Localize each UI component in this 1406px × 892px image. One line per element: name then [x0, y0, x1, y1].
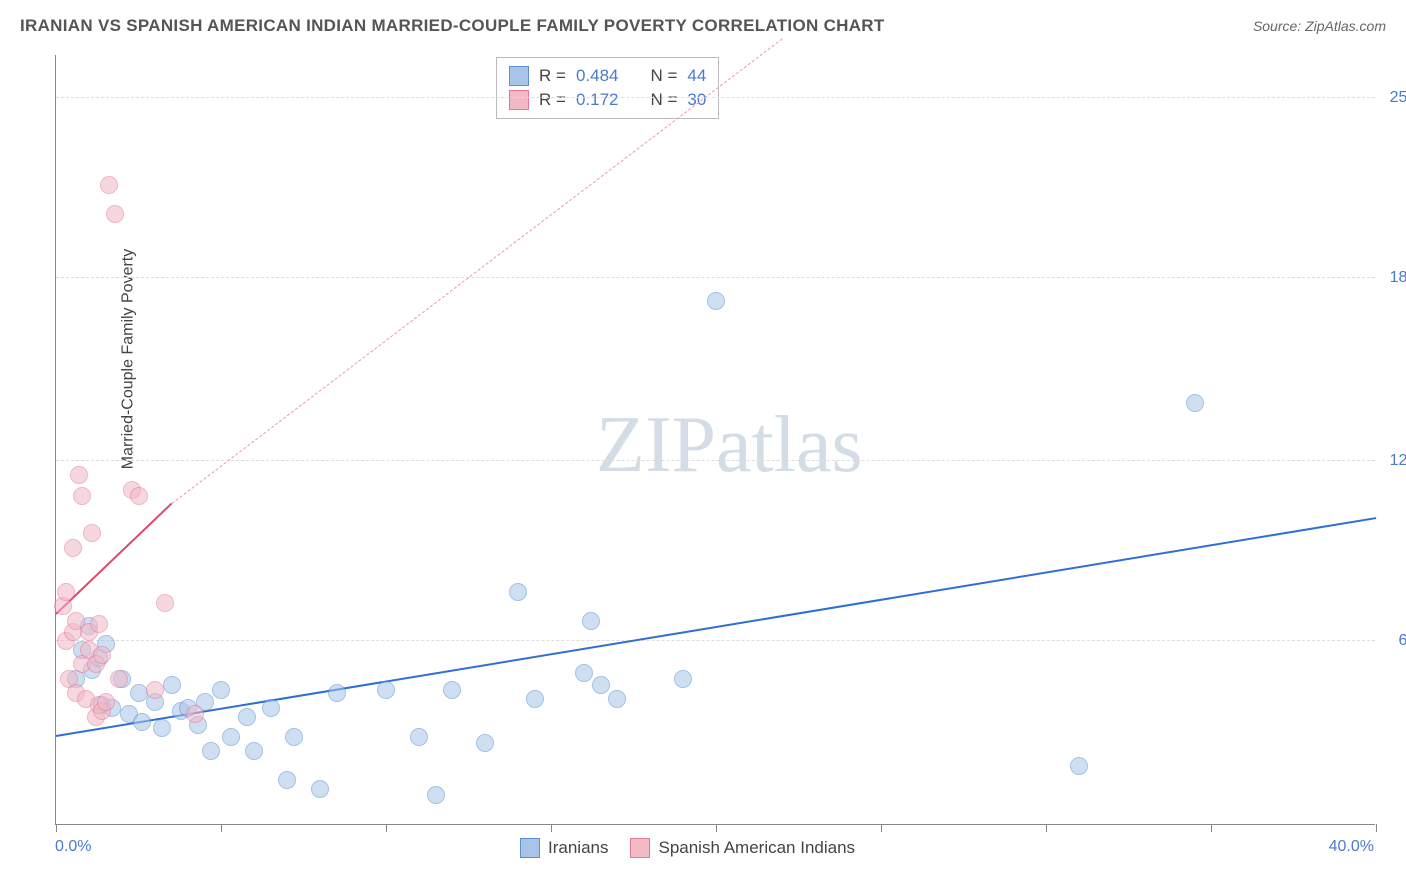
- data-point: [97, 693, 115, 711]
- data-point: [156, 594, 174, 612]
- legend-swatch: [509, 66, 529, 86]
- x-tick: [1046, 824, 1047, 832]
- data-point: [262, 699, 280, 717]
- data-point: [592, 676, 610, 694]
- x-tick: [56, 824, 57, 832]
- data-point: [212, 681, 230, 699]
- x-tick: [386, 824, 387, 832]
- y-tick-label: 6.3%: [1399, 632, 1406, 650]
- stat-r-value: 0.172: [576, 90, 619, 110]
- x-tick: [551, 824, 552, 832]
- x-tick: [716, 824, 717, 832]
- y-tick-label: 25.0%: [1390, 89, 1406, 107]
- data-point: [110, 670, 128, 688]
- data-point: [1070, 757, 1088, 775]
- data-point: [707, 292, 725, 310]
- trend-line: [171, 39, 782, 505]
- data-point: [1186, 394, 1204, 412]
- data-point: [186, 705, 204, 723]
- stat-r-value: 0.484: [576, 66, 619, 86]
- stat-n-prefix: N =: [650, 66, 677, 86]
- gridline: [56, 97, 1375, 98]
- source-attribution: Source: ZipAtlas.com: [1253, 18, 1386, 34]
- data-point: [73, 487, 91, 505]
- data-point: [64, 539, 82, 557]
- data-point: [100, 176, 118, 194]
- data-point: [153, 719, 171, 737]
- data-point: [311, 780, 329, 798]
- x-tick: [1376, 824, 1377, 832]
- data-point: [90, 615, 108, 633]
- watermark: ZIPatlas: [596, 400, 863, 491]
- y-tick-label: 12.5%: [1390, 452, 1406, 470]
- data-point: [608, 690, 626, 708]
- stats-legend: R =0.484N =44R =0.172N =30: [496, 57, 719, 119]
- stat-r-prefix: R =: [539, 66, 566, 86]
- stats-legend-row: R =0.172N =30: [509, 88, 706, 112]
- data-point: [106, 205, 124, 223]
- data-point: [285, 728, 303, 746]
- gridline: [56, 640, 1375, 641]
- data-point: [130, 487, 148, 505]
- data-point: [57, 583, 75, 601]
- data-point: [245, 742, 263, 760]
- legend-label: Iranians: [548, 838, 608, 858]
- gridline: [56, 277, 1375, 278]
- y-tick-label: 18.8%: [1390, 269, 1406, 287]
- x-axis-start-label: 0.0%: [55, 838, 91, 856]
- data-point: [509, 583, 527, 601]
- data-point: [674, 670, 692, 688]
- data-point: [238, 708, 256, 726]
- chart-title: IRANIAN VS SPANISH AMERICAN INDIAN MARRI…: [20, 16, 885, 36]
- data-point: [443, 681, 461, 699]
- legend-swatch: [520, 838, 540, 858]
- stat-r-prefix: R =: [539, 90, 566, 110]
- data-point: [377, 681, 395, 699]
- data-point: [133, 713, 151, 731]
- data-point: [146, 681, 164, 699]
- data-point: [93, 646, 111, 664]
- data-point: [83, 524, 101, 542]
- x-tick: [1211, 824, 1212, 832]
- data-point: [70, 466, 88, 484]
- series-legend: Iranians Spanish American Indians: [520, 838, 855, 858]
- x-tick: [221, 824, 222, 832]
- x-tick: [881, 824, 882, 832]
- legend-swatch: [509, 90, 529, 110]
- data-point: [526, 690, 544, 708]
- legend-item: Spanish American Indians: [630, 838, 855, 858]
- legend-swatch: [630, 838, 650, 858]
- plot-area: ZIPatlas R =0.484N =44R =0.172N =30 6.3%…: [55, 55, 1375, 825]
- data-point: [582, 612, 600, 630]
- stat-n-prefix: N =: [650, 90, 677, 110]
- stats-legend-row: R = 0.484 N = 44: [509, 64, 706, 88]
- data-point: [222, 728, 240, 746]
- data-point: [427, 786, 445, 804]
- data-point: [328, 684, 346, 702]
- x-axis-end-label: 40.0%: [1329, 838, 1374, 856]
- trend-line: [56, 517, 1376, 737]
- data-point: [130, 684, 148, 702]
- data-point: [202, 742, 220, 760]
- data-point: [476, 734, 494, 752]
- gridline: [56, 460, 1375, 461]
- stat-n-value: 44: [687, 66, 706, 86]
- legend-label: Spanish American Indians: [658, 838, 855, 858]
- data-point: [575, 664, 593, 682]
- data-point: [410, 728, 428, 746]
- data-point: [278, 771, 296, 789]
- legend-item: Iranians: [520, 838, 608, 858]
- trend-line: [55, 503, 172, 615]
- data-point: [163, 676, 181, 694]
